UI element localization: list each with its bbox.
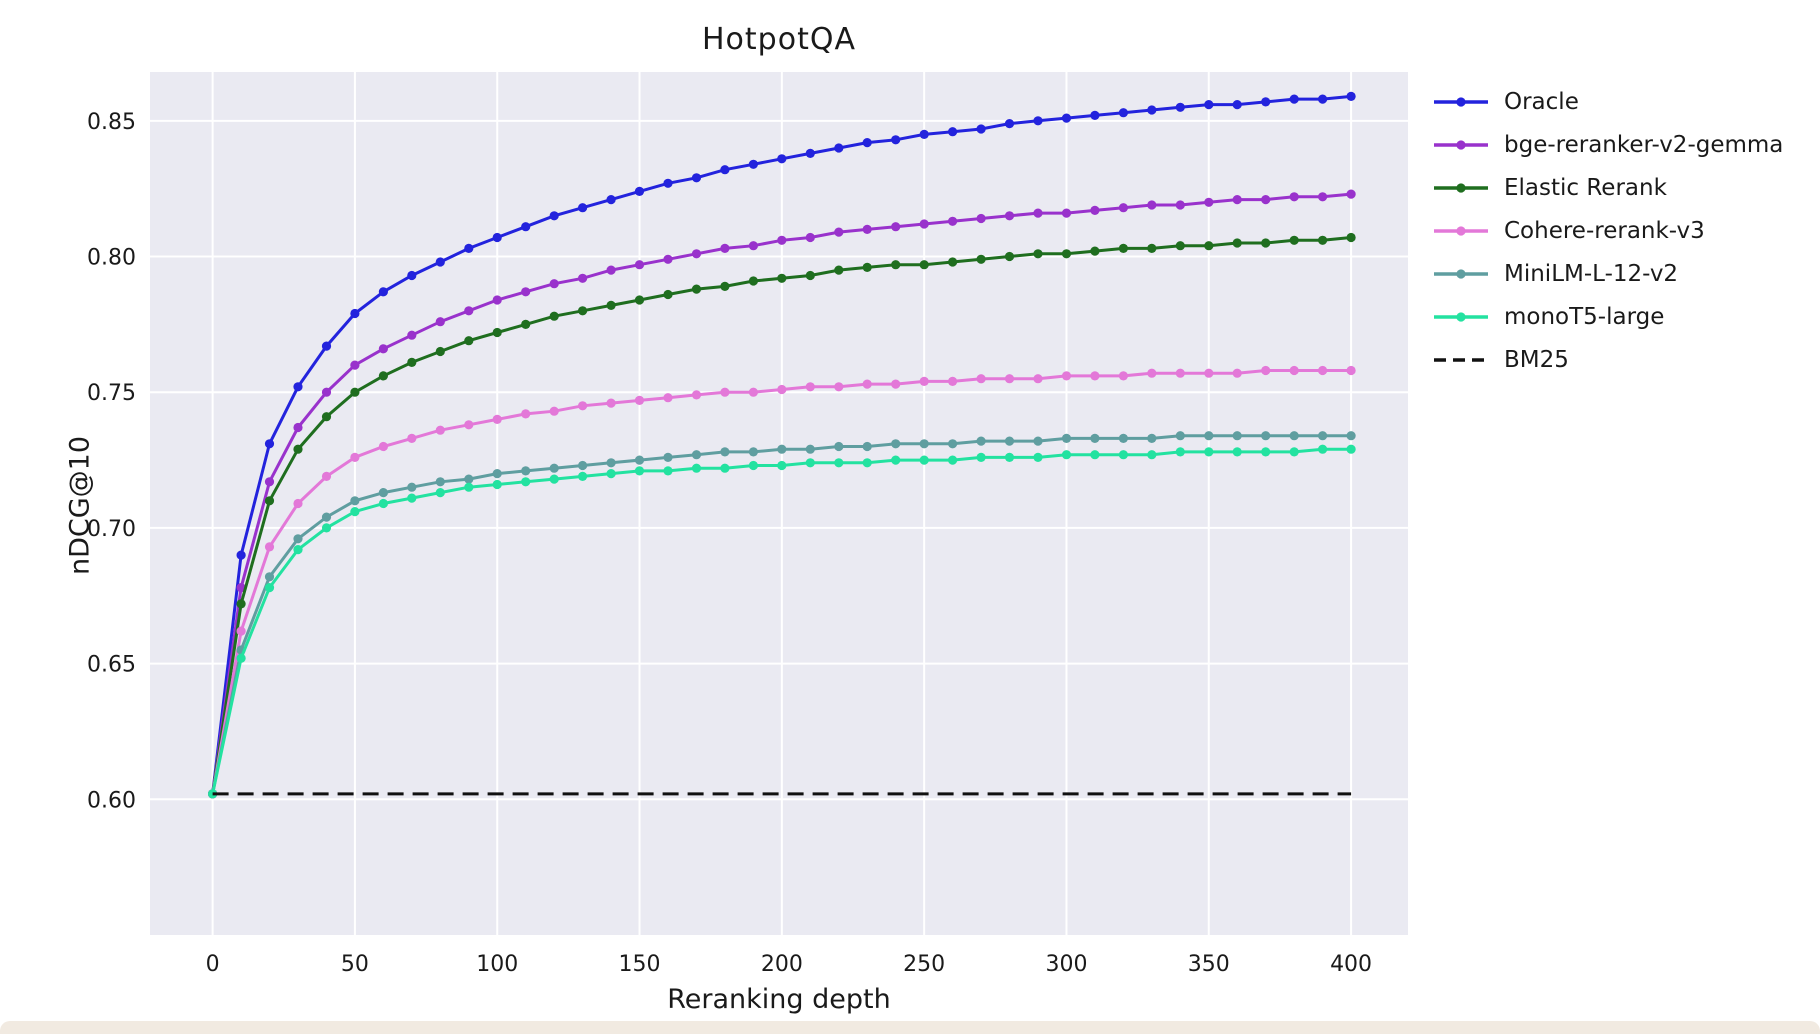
legend-marker-elastic-rerank xyxy=(1434,183,1488,193)
svg-text:0.65: 0.65 xyxy=(87,653,136,678)
legend-item-monot5-large: monoT5-large xyxy=(1432,301,1783,333)
series-markers-minilm-l-12-v2 xyxy=(208,431,1356,799)
legend-marker-bm25 xyxy=(1434,358,1488,362)
svg-text:0: 0 xyxy=(206,952,220,977)
legend-item-minilm-l-12-v2: MiniLM-L-12-v2 xyxy=(1432,258,1783,290)
svg-text:400: 400 xyxy=(1330,952,1372,977)
svg-text:150: 150 xyxy=(619,952,661,977)
legend-item-cohere-rerank-v3: Cohere-rerank-v3 xyxy=(1432,215,1783,247)
svg-text:0.60: 0.60 xyxy=(87,788,136,813)
svg-text:200: 200 xyxy=(761,952,803,977)
svg-text:0.85: 0.85 xyxy=(87,110,136,135)
legend-label-elastic-rerank: Elastic Rerank xyxy=(1504,175,1667,201)
chart-title: HotpotQA xyxy=(702,22,856,57)
legend-item-oracle: Oracle xyxy=(1432,86,1783,118)
legend-marker-cohere-rerank-v3 xyxy=(1434,226,1488,236)
x-tick-labels: 0 50 100 150 200 250 300 350 400 xyxy=(206,952,1372,977)
y-tick-labels: 0.60 0.65 0.70 0.75 0.80 0.85 xyxy=(87,110,136,813)
series-markers-monot5-large xyxy=(208,444,1356,799)
legend-label-monot5-large: monoT5-large xyxy=(1504,304,1665,330)
svg-text:250: 250 xyxy=(903,952,945,977)
legend-marker-bge-reranker-v2-gemma xyxy=(1434,140,1488,150)
svg-text:0.80: 0.80 xyxy=(87,246,136,271)
x-axis-label: Reranking depth xyxy=(667,984,891,1015)
background-window-strip xyxy=(0,1021,1820,1034)
plot-background xyxy=(150,72,1408,935)
svg-text:0.70: 0.70 xyxy=(87,517,136,542)
svg-text:300: 300 xyxy=(1045,952,1087,977)
legend: Oracle bge-reranker-v2-gemma Elastic Reran… xyxy=(1432,86,1783,376)
gridlines xyxy=(150,72,1408,935)
legend-item-elastic-rerank: Elastic Rerank xyxy=(1432,172,1783,204)
legend-marker-minilm-l-12-v2 xyxy=(1434,269,1488,279)
series-markers-bge-reranker-v2-gemma xyxy=(208,189,1356,799)
legend-item-bge-reranker-v2-gemma: bge-reranker-v2-gemma xyxy=(1432,129,1783,161)
svg-text:0.75: 0.75 xyxy=(87,381,136,406)
svg-text:100: 100 xyxy=(476,952,518,977)
legend-label-minilm-l-12-v2: MiniLM-L-12-v2 xyxy=(1504,261,1679,287)
svg-text:350: 350 xyxy=(1188,952,1230,977)
legend-label-oracle: Oracle xyxy=(1504,89,1579,115)
legend-label-cohere-rerank-v3: Cohere-rerank-v3 xyxy=(1504,218,1705,244)
legend-item-bm25: BM25 xyxy=(1432,344,1783,376)
legend-marker-monot5-large xyxy=(1434,312,1488,322)
legend-label-bge-reranker-v2-gemma: bge-reranker-v2-gemma xyxy=(1504,132,1784,158)
legend-marker-oracle xyxy=(1434,97,1488,107)
series-markers-cohere-rerank-v3 xyxy=(208,365,1356,799)
legend-label-bm25: BM25 xyxy=(1504,347,1569,373)
svg-text:50: 50 xyxy=(341,952,369,977)
